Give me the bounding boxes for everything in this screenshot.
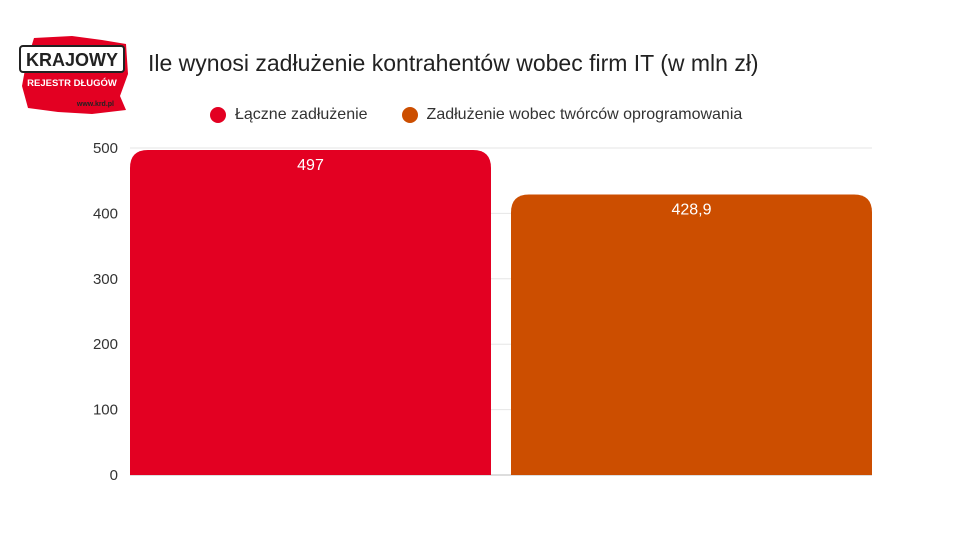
bar-0 xyxy=(130,149,491,475)
bar-1 xyxy=(511,194,872,476)
legend-swatch-software xyxy=(401,107,418,123)
y-tick-label-100: 100 xyxy=(93,402,118,419)
legend-swatch-total xyxy=(210,107,226,123)
krd-logo: KRAJOWY REJESTR DŁUGÓW www.krd.pl xyxy=(14,34,132,116)
logo-line1: KRAJOWY xyxy=(26,50,118,70)
y-tick-label-500: 500 xyxy=(93,140,118,157)
logo-graphic: KRAJOWY REJESTR DŁUGÓW www.krd.pl xyxy=(19,36,128,114)
chart-title: Ile wynosi zadłużenie kontrahentów wobec… xyxy=(148,50,759,76)
legend-label-total: Łączne zadłużenie xyxy=(235,106,368,123)
logo-line2: REJESTR DŁUGÓW xyxy=(27,77,117,89)
y-tick-label-400: 400 xyxy=(93,205,118,222)
bar-value-label-1: 428,9 xyxy=(671,201,711,218)
legend-label-software: Zadłużenie wobec twórców oprogramowania xyxy=(426,106,743,123)
chart-legend: Łączne zadłużenie Zadłużenie wobec twórc… xyxy=(210,104,776,126)
y-tick-label-300: 300 xyxy=(93,271,118,288)
y-tick-label-0: 0 xyxy=(110,467,118,484)
logo-url: www.krd.pl xyxy=(76,101,114,108)
bar-value-label-0: 497 xyxy=(297,157,324,174)
legend-item-software: Zadłużenie wobec twórców oprogramowania xyxy=(401,106,743,124)
y-tick-label-200: 200 xyxy=(93,336,118,353)
legend-item-total: Łączne zadłużenie xyxy=(210,106,368,124)
